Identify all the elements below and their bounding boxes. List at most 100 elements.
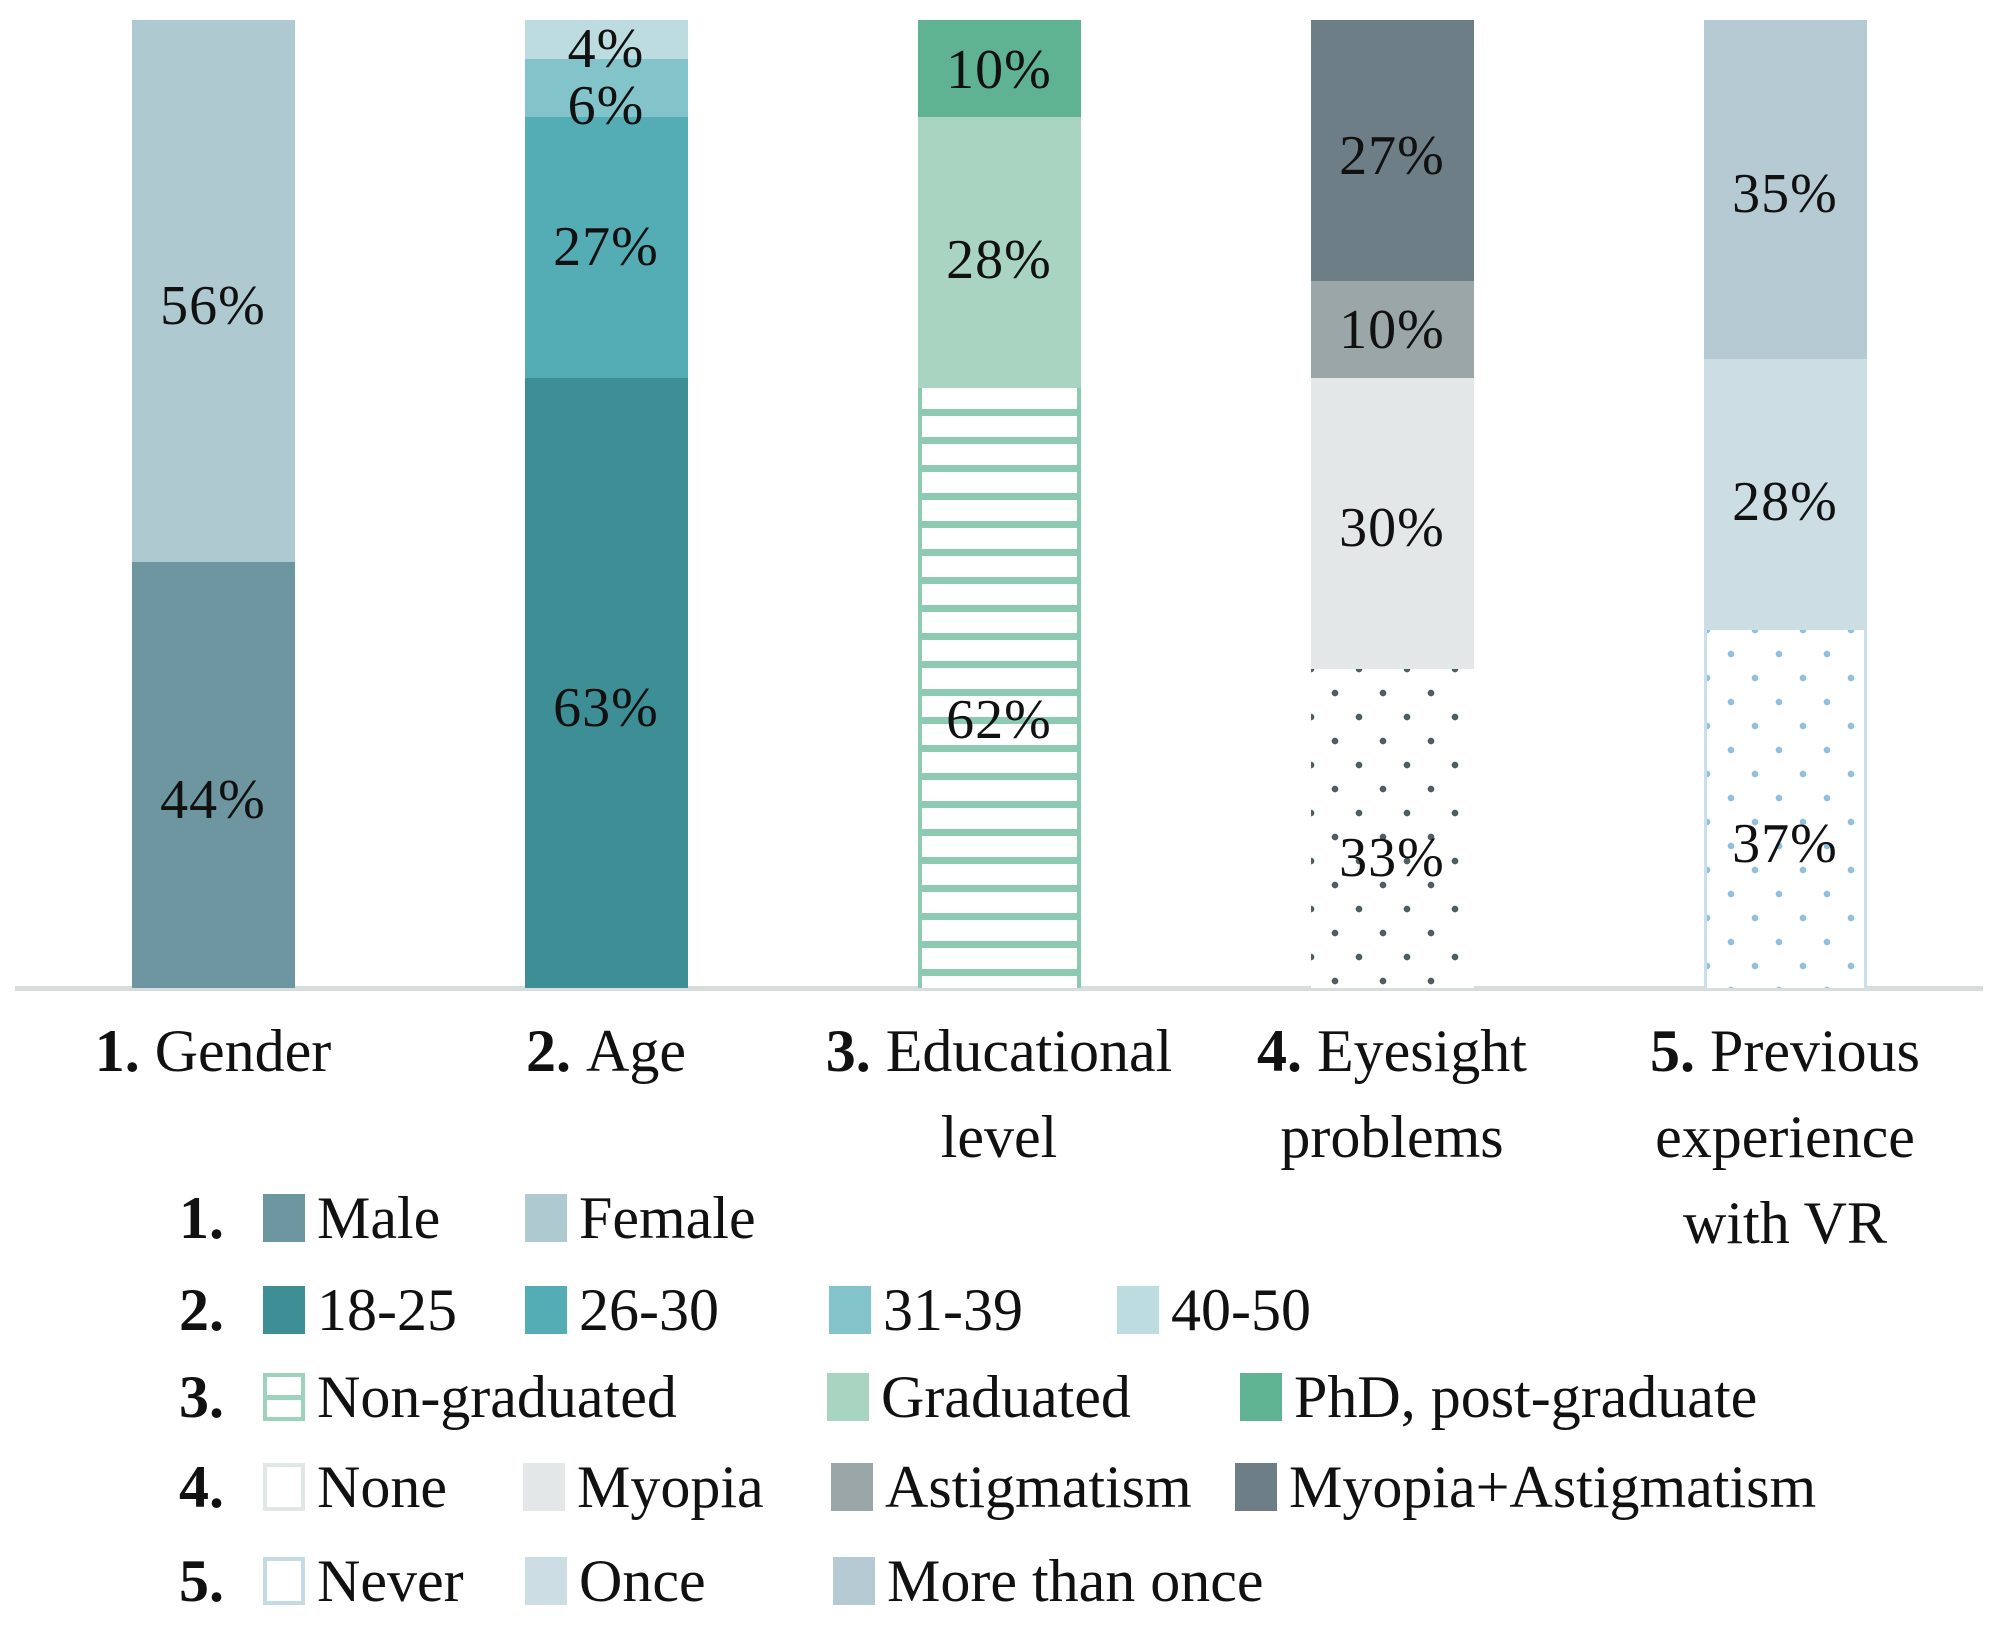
legend-swatch [1117, 1286, 1159, 1334]
legend-row-number: 1. [179, 1185, 224, 1251]
segment-value-label: 6% [567, 74, 645, 137]
legend-swatch [1240, 1373, 1282, 1421]
legend-swatch [827, 1373, 869, 1421]
category-text: Gender [154, 1018, 332, 1084]
segment-value-label: 4% [567, 18, 645, 81]
bar-segment: 4% [524, 20, 688, 77]
bar-segment: 27% [1310, 20, 1474, 282]
bar-segment: 37% [1703, 629, 1867, 988]
x-axis-baseline [15, 986, 1983, 991]
category-text: experience [1655, 1104, 1915, 1170]
legend-swatch [829, 1286, 871, 1334]
bar-segment: 10% [1310, 281, 1474, 379]
legend-label: Male [317, 1185, 441, 1251]
segment-value-label: 35% [1732, 163, 1838, 226]
bar-segment: 28% [917, 116, 1081, 388]
segment-value-label: 33% [1339, 827, 1445, 890]
legend-label: PhD, post-graduate [1294, 1364, 1758, 1430]
legend-label: Non-graduated [317, 1364, 677, 1430]
legend-swatch [523, 1463, 565, 1511]
segment-value-label: 44% [160, 769, 266, 832]
category-text: with VR [1683, 1190, 1887, 1256]
category-number: 2. [526, 1018, 572, 1084]
bar-segment: 28% [1703, 358, 1867, 630]
category-label: 3. Educational level [769, 1008, 1229, 1180]
legend-row: 4. None Myopia Astigmatism Myopia+Astigmatis… [0, 1454, 1998, 1520]
legend-swatch [263, 1286, 305, 1334]
category-label: 4. Eyesight problems [1162, 1008, 1622, 1180]
category-text: level [940, 1104, 1058, 1170]
segment-value-label: 27% [553, 216, 659, 279]
category-label: 2. Age [376, 1008, 836, 1094]
segment-value-label: 28% [946, 229, 1052, 292]
segment-value-label: 56% [160, 275, 266, 338]
stacked-bar: 10% 28% 62% [917, 20, 1081, 988]
segment-value-label: 62% [946, 688, 1052, 751]
legend-swatch [833, 1557, 875, 1605]
legend-row: 3. Non-graduated Graduated PhD, post-gradua… [0, 1364, 1998, 1430]
stacked-bar: 4% 6% 27% 63% [524, 20, 688, 988]
legend-swatch [263, 1463, 305, 1511]
legend-swatch [263, 1557, 305, 1605]
legend-label: 40-50 [1171, 1277, 1311, 1343]
category-text: Eyesight [1317, 1018, 1527, 1084]
category-label: 1. Gender [0, 1008, 443, 1094]
legend-label: 31-39 [883, 1277, 1023, 1343]
bar-segment: 27% [524, 116, 688, 379]
legend-label: Myopia+Astigmatism [1289, 1454, 1817, 1520]
category-number: 1. [94, 1018, 140, 1084]
segment-value-label: 27% [1339, 124, 1445, 187]
legend-label: 18-25 [317, 1277, 457, 1343]
legend-row-number: 3. [179, 1364, 224, 1430]
category-number: 3. [825, 1018, 871, 1084]
legend-swatch [263, 1373, 305, 1421]
category-label: 5. Previous experience with VR [1555, 1008, 1998, 1266]
bar-segment: 10% [917, 20, 1081, 117]
legend-swatch [525, 1286, 567, 1334]
bar-segment: 44% [131, 562, 295, 988]
segment-value-label: 10% [1339, 298, 1445, 361]
legend-swatch [1235, 1463, 1277, 1511]
category-text: Age [586, 1018, 686, 1084]
legend-label: Never [317, 1548, 464, 1614]
legend-swatch [831, 1463, 873, 1511]
category-number: 5. [1650, 1018, 1695, 1084]
legend-swatch [263, 1194, 305, 1242]
stacked-bar: 35% 28% 37% [1703, 20, 1867, 988]
bar-segment: 63% [524, 378, 688, 988]
stacked-bar: 27% 10% 30% 33% [1310, 20, 1474, 988]
segment-value-label: 10% [946, 39, 1052, 102]
legend-row-number: 5. [179, 1548, 224, 1614]
segment-value-label: 30% [1339, 497, 1445, 560]
legend-swatch [525, 1194, 567, 1242]
segment-value-label: 63% [553, 677, 659, 740]
legend-row: 5. Never Once More than once [0, 1548, 1998, 1614]
legend-row: 2. 18-25 26-30 31-39 40-50 [0, 1277, 1998, 1343]
legend-row-number: 4. [179, 1454, 224, 1520]
legend-row-number: 2. [179, 1277, 224, 1343]
legend-label: Myopia [577, 1454, 764, 1520]
category-text: Previous [1710, 1018, 1920, 1084]
legend-label: Female [579, 1185, 756, 1251]
legend-label: More than once [887, 1548, 1264, 1614]
bar-segment: 30% [1310, 378, 1474, 669]
segment-value-label: 37% [1732, 812, 1838, 875]
legend-row: 1. Male Female [0, 1185, 1998, 1251]
bar-segment: 33% [1310, 668, 1474, 988]
legend-swatch [525, 1557, 567, 1605]
stacked-bar: 56% 44% [131, 20, 295, 988]
legend-label: Astigmatism [885, 1454, 1192, 1520]
bar-segment: 35% [1703, 20, 1867, 359]
category-text: problems [1280, 1104, 1504, 1170]
segment-value-label: 28% [1732, 471, 1838, 534]
bar-segment: 56% [131, 20, 295, 563]
legend-label: 26-30 [579, 1277, 719, 1343]
category-text: Educational [885, 1018, 1173, 1084]
legend-label: Graduated [881, 1364, 1131, 1430]
bar-segment: 6% [524, 58, 688, 134]
legend-label: None [317, 1454, 447, 1520]
bar-segment: 62% [917, 387, 1081, 988]
category-number: 4. [1257, 1018, 1302, 1084]
legend-label: Once [579, 1548, 706, 1614]
